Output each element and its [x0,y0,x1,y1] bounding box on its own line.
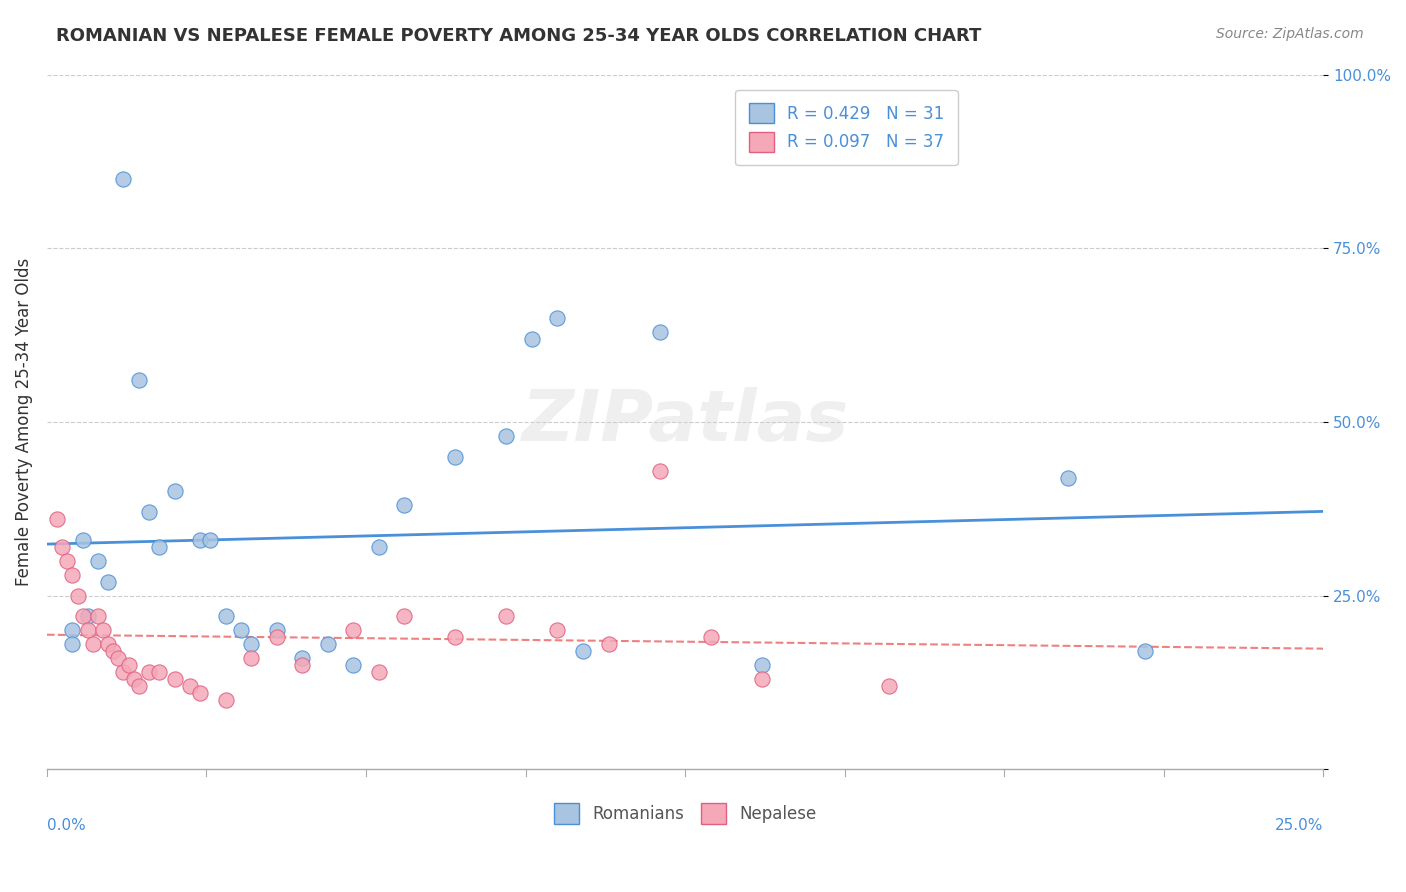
Point [367,540,389,554]
Point [214,609,236,624]
Point [879,679,901,693]
Point [229,624,252,638]
Point [291,658,314,673]
Text: ROMANIAN VS NEPALESE FEMALE POVERTY AMONG 25-34 YEAR OLDS CORRELATION CHART: ROMANIAN VS NEPALESE FEMALE POVERTY AMON… [56,27,981,45]
Point [62,624,84,638]
Point [200,533,222,547]
Point [179,679,201,693]
Text: 0.0%: 0.0% [46,818,86,833]
Point [87,609,110,624]
Point [76,624,98,638]
Point [546,310,568,325]
Point [751,658,773,673]
Point [699,630,721,644]
Point [91,624,114,638]
Point [572,644,595,658]
Point [112,665,135,679]
Point [266,624,288,638]
Point [1133,644,1156,658]
Point [87,554,110,568]
Point [188,533,211,547]
Point [495,609,517,624]
Point [66,589,89,603]
Point [444,450,467,464]
Point [122,672,145,686]
Point [648,464,671,478]
Point [751,672,773,686]
Point [97,637,120,651]
Point [138,665,160,679]
Point [520,332,543,346]
Point [1057,470,1080,484]
Point [367,665,389,679]
Point [495,429,517,443]
Point [394,609,416,624]
Point [546,624,568,638]
Point [214,693,236,707]
Point [97,574,120,589]
Point [72,533,94,547]
Point [51,540,73,554]
Point [107,651,129,665]
Point [163,672,186,686]
Point [444,630,467,644]
Point [46,512,69,526]
Point [82,637,104,651]
Point [103,644,125,658]
Point [598,637,620,651]
Point [394,498,416,512]
Y-axis label: Female Poverty Among 25-34 Year Olds: Female Poverty Among 25-34 Year Olds [15,258,32,586]
Point [138,505,160,519]
Point [117,658,139,673]
Point [342,658,364,673]
Point [72,609,94,624]
Point [163,484,186,499]
Text: 25.0%: 25.0% [1275,818,1323,833]
Point [316,637,339,651]
Point [148,665,170,679]
Point [240,651,263,665]
Point [128,373,150,387]
Point [76,609,98,624]
Point [188,686,211,700]
Point [56,554,79,568]
Point [62,637,84,651]
Point [128,679,150,693]
Point [648,325,671,339]
Point [291,651,314,665]
Text: Source: ZipAtlas.com: Source: ZipAtlas.com [1216,27,1364,41]
Text: ZIPatlas: ZIPatlas [522,387,849,457]
Point [148,540,170,554]
Point [266,630,288,644]
Point [342,624,364,638]
Point [62,567,84,582]
Legend: Romanians, Nepalese: Romanians, Nepalese [547,797,823,830]
Point [112,171,135,186]
Point [240,637,263,651]
